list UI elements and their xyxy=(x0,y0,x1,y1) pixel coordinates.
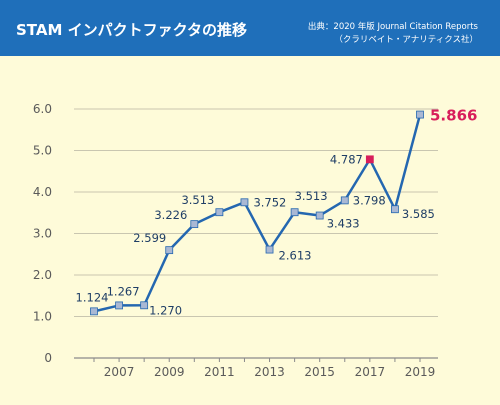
data-point xyxy=(90,307,98,316)
x-tick-label: 2009 xyxy=(154,365,185,379)
y-tick-label: 1.0 xyxy=(33,310,52,324)
series-line xyxy=(93,114,422,313)
source-publisher: （クラリベイト・アナリティクス社） xyxy=(334,35,478,45)
chart-title: STAM インパクトファクタの推移 xyxy=(16,21,248,39)
data-label: 4.787 xyxy=(330,152,363,166)
data-point xyxy=(416,110,424,119)
data-point xyxy=(115,301,123,310)
data-point xyxy=(290,208,299,217)
y-tick-label: 3.0 xyxy=(33,227,52,241)
x-tick-label: 2007 xyxy=(104,365,135,379)
data-point xyxy=(140,301,149,310)
data-point xyxy=(315,211,324,220)
line-chart: 0 1.0 2.0 3.0 4.0 5.0 6.0 2007 2009 2011 2013 2015 2… xyxy=(33,102,478,379)
y-tick-label: 0 xyxy=(44,351,52,365)
x-tick-label: 2013 xyxy=(254,365,285,379)
data-label: 1.124 xyxy=(76,290,109,304)
y-tick-label: 4.0 xyxy=(33,185,52,199)
y-tick-label: 6.0 xyxy=(33,102,52,116)
data-label: 3.513 xyxy=(295,189,328,203)
header-banner: STAM インパクトファクタの推移 出典：2020 年版 Journal Cit… xyxy=(0,0,500,56)
latest-value-label: 5.866 xyxy=(430,107,477,125)
data-label: 3.752 xyxy=(253,195,286,209)
y-tick-label: 5.0 xyxy=(33,144,52,158)
data-label: 2.599 xyxy=(133,231,166,245)
data-label: 3.798 xyxy=(353,193,386,207)
data-label: 1.267 xyxy=(107,284,140,298)
data-label: 3.585 xyxy=(402,207,435,221)
data-label: 3.433 xyxy=(327,217,360,231)
source-citation: 出典：2020 年版 Journal Citation Reports xyxy=(307,22,478,32)
x-tick-label: 2019 xyxy=(405,365,436,379)
y-tick-label: 2.0 xyxy=(33,268,52,282)
x-tick-label: 2017 xyxy=(355,365,386,379)
data-point xyxy=(165,246,174,255)
data-point xyxy=(391,205,399,214)
data-point xyxy=(215,208,224,217)
data-point xyxy=(265,245,274,254)
data-point xyxy=(190,220,199,229)
data-point xyxy=(340,196,349,205)
data-label: 2.613 xyxy=(279,249,312,263)
x-tick-label: 2015 xyxy=(304,365,335,379)
data-label: 3.513 xyxy=(181,193,214,207)
data-label: 1.270 xyxy=(149,303,182,317)
highlight-data-point xyxy=(365,155,374,164)
data-label: 3.226 xyxy=(154,208,187,222)
data-point xyxy=(240,198,249,207)
x-tick-label: 2011 xyxy=(204,365,235,379)
